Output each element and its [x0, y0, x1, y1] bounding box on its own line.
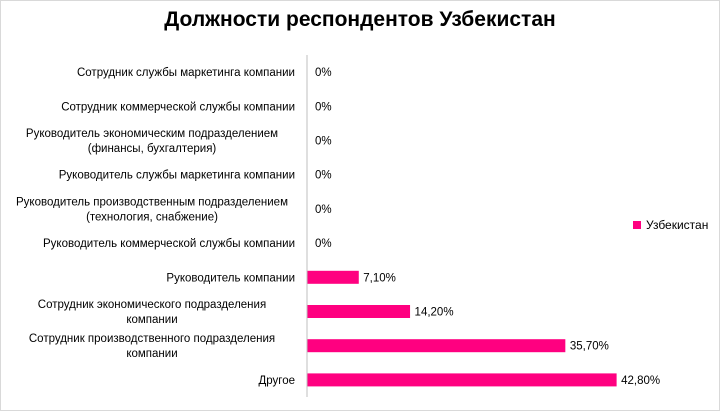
category-label: Руководитель производственным подразделе…	[16, 196, 288, 223]
bar	[307, 305, 411, 318]
data-label: 0%	[315, 136, 332, 148]
bar	[307, 270, 359, 284]
data-label: 0%	[315, 238, 332, 250]
category-label: Другое	[258, 375, 295, 387]
legend-swatch	[633, 221, 641, 229]
category-label: Сотрудник экономического подразделения ко…	[38, 299, 266, 326]
bar	[307, 339, 566, 353]
category-label: Руководитель службы маркетинга компании	[59, 170, 295, 182]
category-label: Руководитель экономическим подразделение…	[26, 128, 278, 155]
data-label: 0%	[315, 101, 332, 113]
legend-label: Узбекистан	[646, 218, 709, 232]
category-label: Руководитель компании	[166, 272, 295, 284]
legend: Узбекистан	[633, 218, 708, 232]
data-label: 35,70%	[570, 341, 609, 353]
category-label: Руководитель коммерческой службы компани…	[43, 238, 295, 250]
data-label: 0%	[315, 170, 332, 182]
data-label: 0%	[315, 204, 332, 216]
category-label: Сотрудник коммерческой службы компании	[61, 101, 295, 113]
bar	[307, 373, 617, 387]
data-label: 42,80%	[621, 375, 660, 387]
chart-title: Должности респондентов Узбекистан	[164, 8, 556, 31]
category-label: Сотрудник производственного подразделени…	[29, 333, 275, 360]
data-label: 7,10%	[363, 272, 396, 284]
category-label: Сотрудник службы маркетинга компании	[77, 67, 295, 79]
data-label: 14,20%	[415, 307, 454, 319]
data-label: 0%	[315, 67, 332, 79]
